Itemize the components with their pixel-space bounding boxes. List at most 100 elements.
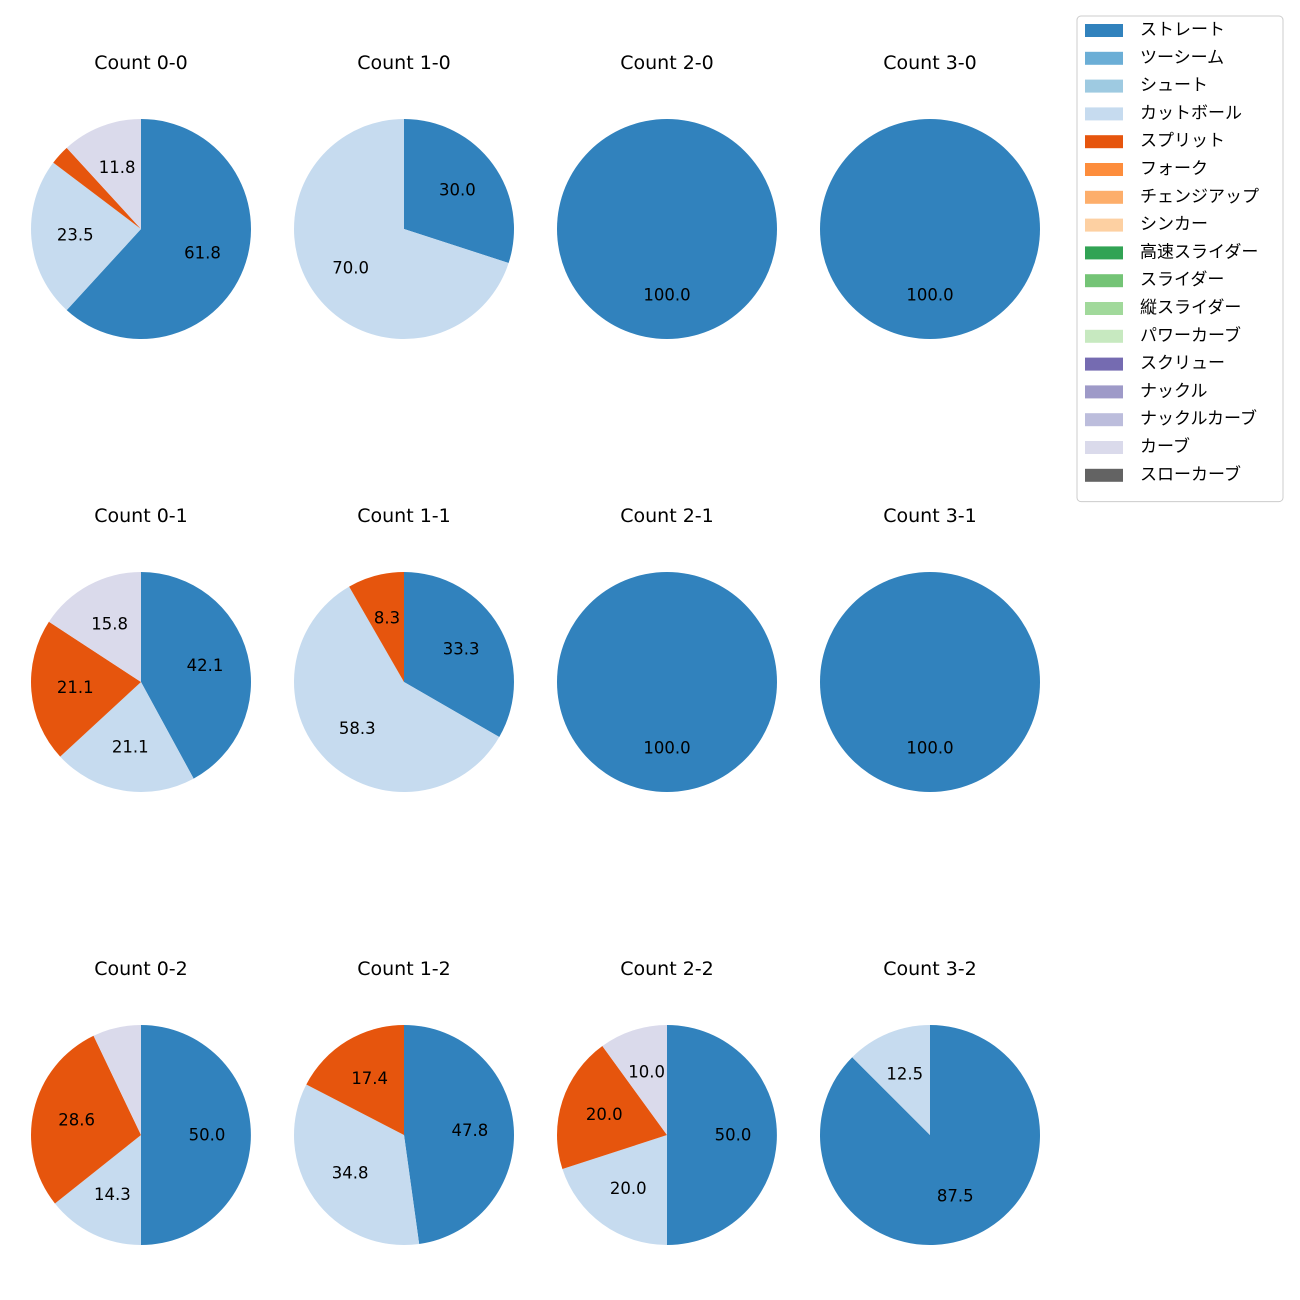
pie-count-0-0: Count 0-0 61.8 23.5 11.8 (30, 52, 251, 339)
legend-item: スライダー (1085, 270, 1224, 290)
pie-count-3-1: Count 3-1 100.0 (820, 505, 1040, 792)
legend: ストレートツーシームシュートカットボールスプリットフォークチェンジアップシンカー… (1076, 15, 1284, 503)
pie-slice-カットボール (294, 586, 500, 792)
pie-title: Count 3-2 (883, 958, 977, 980)
pie-slice-カットボール (294, 119, 509, 339)
slice-label: 100.0 (906, 739, 953, 758)
legend-swatch (1085, 51, 1123, 65)
legend-swatch (1085, 107, 1123, 121)
slice-label: 30.0 (439, 181, 476, 200)
legend-swatch (1085, 329, 1123, 343)
slice-label: 50.0 (189, 1126, 226, 1145)
pie-title: Count 3-0 (883, 52, 977, 74)
slice-label: 15.8 (91, 614, 128, 633)
pie-title: Count 1-1 (357, 505, 451, 527)
pie-slice-ストレート (557, 572, 777, 792)
pie-slice-ストレート (667, 1025, 777, 1245)
legend-swatch (1085, 218, 1123, 232)
slice-label: 34.8 (332, 1164, 369, 1183)
pie-slice-ストレート (404, 572, 514, 737)
legend-swatch (1085, 24, 1123, 37)
pie-title: Count 1-2 (357, 958, 451, 980)
pie-title: Count 2-2 (620, 958, 714, 980)
legend-swatch (1085, 163, 1123, 176)
slice-label: 11.8 (99, 158, 136, 177)
legend-item: パワーカーブ (1085, 325, 1241, 346)
pie-charts: Count 0-061.823.511.8 Count 1-0 30.0 70.0 Co… (30, 52, 1040, 1246)
pie-slice-ストレート (66, 119, 251, 339)
pie-title: Count 0-1 (94, 505, 188, 527)
legend-swatch (1085, 274, 1123, 288)
pie-slice-ストレート (141, 1025, 251, 1245)
pie-count-3-0: Count 3-0 100.0 (820, 52, 1040, 339)
slice-label: 100.0 (643, 286, 690, 305)
legend-label: シュート (1140, 76, 1208, 96)
slice-label: 87.5 (937, 1186, 974, 1205)
pie-slice-ストレート (557, 119, 777, 339)
slice-label: 10.0 (628, 1063, 665, 1082)
legend-label: スライダー (1140, 270, 1224, 290)
pie-slice-カーブ (48, 572, 142, 682)
legend-item: カーブ (1085, 436, 1190, 457)
legend-swatch (1085, 441, 1123, 454)
legend-item: シュート (1085, 76, 1208, 96)
slice-label: 47.8 (451, 1121, 488, 1140)
slice-label: 61.8 (184, 243, 221, 262)
slice-label: 21.1 (112, 738, 149, 757)
pie-count-0-1: Count 0-1 42.1 21.1 21.1 15.8 (31, 505, 251, 792)
pie-count-3-2: Count 3-2 87.5 12.5 (820, 958, 1040, 1245)
pie-slice-カットボール (30, 162, 141, 311)
pie-slice-スプリット (349, 572, 404, 682)
slice-label: 42.1 (187, 656, 224, 675)
slice-label: 8.3 (374, 609, 400, 628)
pie-slice-カーブ (602, 1025, 667, 1135)
legend-label: ナックルカーブ (1140, 408, 1257, 429)
pie-count-1-2: Count 1-2 47.8 34.8 17.4 (293, 958, 514, 1246)
legend-item: カットボール (1085, 103, 1242, 123)
slice-label: 14.3 (94, 1185, 131, 1204)
legend-label: ナックル (1140, 381, 1208, 401)
legend-item: ストレート (1085, 20, 1225, 40)
pie-slice-ストレート (820, 572, 1040, 792)
legend-item: スプリット (1085, 131, 1225, 151)
legend-item: スローカーブ (1085, 464, 1241, 485)
legend-swatch (1085, 302, 1123, 315)
slice-label: 20.0 (586, 1105, 623, 1124)
legend-label: ツーシーム (1140, 48, 1224, 68)
pie-slice-カットボール (562, 1135, 667, 1245)
pie-title: Count 2-1 (620, 505, 714, 527)
pie-count-1-1: Count 1-1 33.3 58.3 8.3 (294, 505, 514, 792)
pie-slice-スプリット (31, 621, 141, 757)
legend-item: ツーシーム (1085, 48, 1224, 68)
slice-label: 70.0 (332, 258, 369, 277)
legend-swatch (1085, 246, 1123, 260)
slice-label: 33.3 (443, 640, 480, 659)
legend-item: フォーク (1085, 159, 1208, 179)
pie-slice-ストレート (820, 119, 1040, 339)
pie-title: Count 1-0 (357, 52, 451, 74)
legend-swatch (1085, 468, 1123, 482)
pie-slice-カーブ (93, 1025, 141, 1135)
legend-swatch (1085, 413, 1123, 427)
pie-slice-カットボール (54, 1135, 141, 1245)
legend-label: スプリット (1140, 131, 1225, 151)
pie-count-2-0: Count 2-0 100.0 (557, 52, 777, 339)
slice-label: 28.6 (58, 1111, 95, 1130)
pie-count-2-2: Count 2-2 50.0 20.0 20.0 10.0 (557, 958, 777, 1245)
slice-label: 17.4 (351, 1069, 388, 1088)
legend-item: 高速スライダー (1085, 242, 1258, 262)
legend-swatch (1085, 79, 1123, 93)
pie-slice-カットボール (293, 1084, 420, 1246)
legend-label: カットボール (1140, 103, 1242, 123)
legend-item: シンカー (1085, 215, 1208, 235)
legend-item: スクリュー (1085, 354, 1225, 374)
legend-frame (1076, 15, 1284, 503)
legend-label: ストレート (1140, 20, 1225, 40)
legend-swatch (1085, 190, 1123, 204)
legend-item: ナックル (1085, 381, 1208, 401)
legend-label: スローカーブ (1140, 464, 1241, 485)
pie-slice-ストレート (141, 572, 251, 779)
legend-label: 縦スライダー (1140, 298, 1241, 318)
slice-label: 50.0 (715, 1126, 752, 1145)
legend-item: ナックルカーブ (1085, 408, 1257, 429)
